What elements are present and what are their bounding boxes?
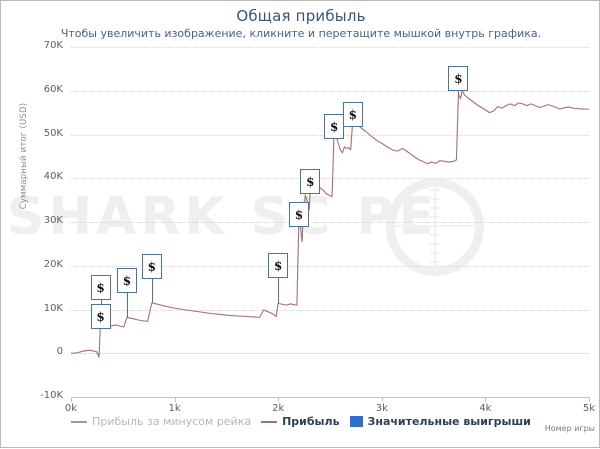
y-axis-tick-label: 20K [43,258,63,270]
grid-line [71,222,589,223]
x-axis-tick-label: 1k [168,403,181,414]
x-axis-tick-mark [485,397,487,402]
big-win-marker[interactable]: $ [268,252,289,278]
y-axis-tick-label: 40K [43,171,63,183]
plot-area[interactable] [71,47,589,397]
big-win-marker[interactable]: $ [90,304,111,330]
big-win-marker[interactable]: $ [342,102,363,128]
x-axis-tick-label: 5k [582,403,596,414]
x-axis-tick-label: 2k [272,403,285,414]
x-axis-tick-mark [589,397,590,402]
legend-label: Прибыль [282,415,340,428]
grid-line [71,353,589,355]
big-win-marker[interactable]: $ [300,168,321,194]
grid-line [71,47,589,48]
x-axis-tick-label: 3k [375,403,388,414]
series-line [71,90,589,358]
big-win-stem [151,278,153,303]
x-axis-title: Номер игры [544,424,595,433]
grid-line [71,309,589,311]
legend-label: Прибыль за минусом рейка [92,415,252,428]
big-win-marker[interactable]: $ [116,268,137,294]
x-axis-line [71,397,589,398]
big-win-marker[interactable]: $ [288,202,309,228]
y-axis-title: Суммарный итог (USD) [19,102,29,210]
grid-line [71,265,589,267]
big-win-stem [126,293,128,318]
y-axis-tick-label: 0 [56,346,63,358]
legend-square-icon [349,416,363,427]
y-axis-tick-label: 60K [43,83,63,95]
x-axis-tick-label: 0k [64,403,78,414]
grid-line [71,178,589,180]
big-win-marker[interactable]: $ [141,253,162,279]
profit-line-series [71,90,589,358]
x-axis-tick-mark [174,397,176,402]
big-win-stem [278,277,280,304]
grid-line [71,90,589,92]
legend-item-profit[interactable]: Прибыль [261,415,340,428]
x-axis-tick-mark [71,397,72,402]
legend-label: Значительные выигрыши [367,415,531,428]
y-axis-tick-label: 10K [43,302,63,314]
page-title: Общая прибыль [236,7,366,25]
x-axis-tick-mark [381,397,383,402]
big-win-marker[interactable]: $ [324,113,345,139]
big-win-marker[interactable]: $ [448,66,469,92]
x-axis-tick-label: 4k [479,403,492,414]
y-axis-tick-label: 70K [43,40,63,51]
y-axis-tick-label: -10K [40,390,63,401]
chart-legend: Прибыль за минусом рейка Прибыль Значите… [1,415,600,428]
legend-item-big-wins[interactable]: Значительные выигрыши [349,415,531,428]
chart-hint-text: Чтобы увеличить изображение, кликните и … [60,27,542,40]
big-win-stem [458,91,460,95]
big-win-marker[interactable]: $ [90,274,111,300]
legend-item-profit-minus-rake[interactable]: Прибыль за минусом рейка [71,415,251,428]
x-axis-tick-mark [278,397,280,402]
big-win-stem [100,299,102,305]
legend-line-icon [71,420,88,423]
y-axis-tick-label: 50K [43,127,63,139]
y-axis-tick-label: 30K [43,215,63,226]
legend-line-icon [261,420,278,423]
